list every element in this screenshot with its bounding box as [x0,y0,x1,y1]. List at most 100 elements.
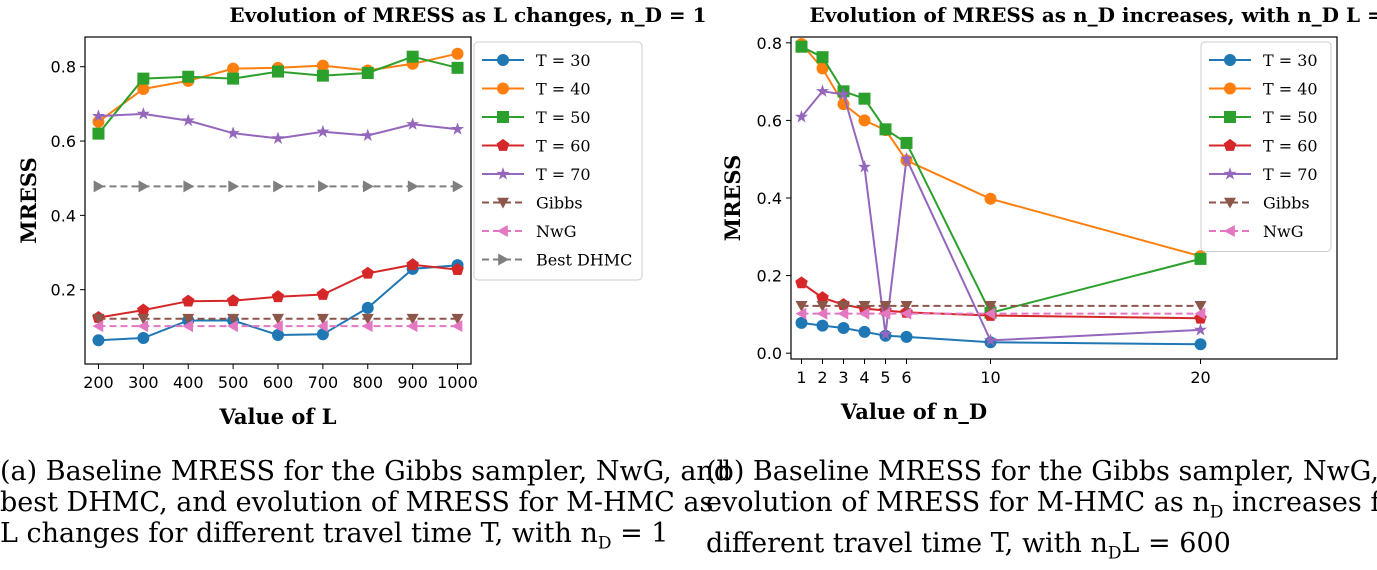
x-tick-label: 1000 [437,373,478,392]
legend-label-t-40: T = 40 [1263,80,1318,99]
data-point-nwg-3 [227,320,238,333]
data-point-t-70-5 [899,151,914,165]
caption-b: (b) Baseline MRESS for the Gibbs sampler… [706,456,1377,570]
data-point-t-50-2 [182,70,195,83]
data-point-nwg-8 [451,320,463,333]
x-tick-label: 2 [817,368,827,387]
data-point-gibbs-2 [182,313,195,325]
series-line-t-70 [800,90,1201,342]
legend-label-t-30: T = 30 [536,51,591,70]
legend-marker-t-30 [1224,54,1236,66]
series-nwg [795,307,1206,320]
chart-title: Evolution of MRESS as n_D increases, wit… [810,3,1377,27]
data-point-t-60-1 [137,303,150,316]
data-point-t-30-2 [837,321,850,334]
legend-marker-t-60 [496,138,510,151]
data-point-t-70-2 [181,113,195,127]
legend-marker-t-30 [497,54,509,66]
y-tick-label: 0.8 [757,34,782,53]
caption-a-line-3: L changes for different travel time T, w… [0,518,731,559]
data-point-best-dhmc-3 [228,180,240,193]
chart-b: Evolution of MRESS as n_D increases, wit… [720,3,1377,424]
y-tick-label: 0.4 [757,189,782,208]
data-point-t-30-6 [361,301,374,314]
data-point-best-dhmc-7 [407,180,419,193]
data-point-best-dhmc-1 [138,180,150,193]
legend-marker-nwg [1224,225,1235,237]
data-point-t-40-6 [984,192,997,205]
data-point-t-70-0 [794,110,809,123]
x-tick-label: 800 [352,373,383,392]
y-tick-label: 0.2 [51,281,76,300]
data-point-t-70-1 [136,107,150,120]
caption-b-line-3a: different travel time T, with n [706,528,1108,560]
y-tick-label: 0.6 [51,132,76,151]
data-point-t-70-6 [983,333,998,346]
data-point-t-40-3 [227,62,240,75]
data-point-t-70-6 [361,128,375,142]
legend-label-t-50: T = 50 [1263,108,1318,127]
series-t-50 [795,40,1207,319]
caption-b-line-3: different travel time T, with nDL = 600 [706,528,1377,569]
series-t-40 [795,37,1207,263]
legend-label-t-30: T = 30 [1263,51,1318,70]
legend-marker-best-dhmc [498,253,509,266]
data-point-t-30-4 [272,329,284,342]
data-point-t-60-8 [451,263,464,275]
legend: T = 30 T = 40 T = 50 T = 60 T = 70 Gibbs NwG [1200,41,1332,252]
data-point-t-60-1 [816,291,829,304]
data-point-t-50-6 [361,67,374,80]
data-point-nwg-1 [816,307,828,320]
caption-a-line-2: best DHMC, and evolution of MRESS for M-… [0,487,714,518]
legend-marker-t-70 [496,167,510,180]
series-line-t-50 [801,45,1201,314]
data-point-t-30-1 [137,331,150,344]
data-point-t-60-4 [271,290,285,303]
data-point-t-50-3 [227,72,240,85]
x-tick-label: 500 [218,373,249,392]
x-tick-label: 300 [128,373,159,392]
legend-label-t-70: T = 70 [1263,165,1318,184]
data-point-nwg-2 [182,320,194,333]
series-line-t-40 [800,43,1201,258]
data-point-gibbs-6 [361,313,374,325]
x-tick-label: 20 [1190,368,1210,387]
y-axis-label: MRESS [16,157,41,244]
caption-a: (a) Baseline MRESS for the Gibbs sampler… [0,456,731,559]
legend-label-gibbs: Gibbs [1263,194,1310,213]
data-point-gibbs-2 [837,301,850,312]
data-point-nwg-1 [137,320,149,333]
caption-b-line-2a: evolution of MRESS for M-HMC as n [706,487,1210,518]
caption-a-line-3-sub: D [597,533,612,554]
series-best-dhmc [93,180,464,193]
data-point-t-50-3 [858,92,871,105]
legend-marker-gibbs [497,197,509,209]
data-point-best-dhmc-6 [362,180,374,193]
data-point-t-40-1 [816,62,829,75]
data-point-t-70-4 [271,131,285,145]
data-point-t-60-5 [316,287,330,300]
x-tick-label: 700 [308,373,339,392]
data-point-t-60-6 [361,266,375,279]
data-point-t-50-4 [879,123,892,136]
data-point-best-dhmc-8 [452,180,464,193]
data-point-t-30-0 [795,316,808,329]
legend-label-t-60: T = 60 [1263,137,1318,156]
caption-b-line-1: (b) Baseline MRESS for the Gibbs sampler… [706,456,1377,487]
data-point-gibbs-3 [227,313,240,325]
data-point-t-70-7 [406,117,420,130]
data-point-nwg-3 [858,307,870,320]
chart-a: Evolution of MRESS as L changes, n_D = 1… [16,3,707,429]
data-point-gibbs-8 [451,313,464,325]
x-tick-label: 200 [83,373,114,392]
legend-label-nwg: NwG [1263,222,1303,241]
legend-marker-t-40 [497,82,509,95]
legend-box [473,41,643,281]
data-point-gibbs-4 [272,313,284,325]
data-point-t-30-1 [816,319,829,332]
data-point-nwg-7 [406,320,418,333]
data-point-nwg-0 [92,320,104,333]
data-point-t-30-7 [1194,338,1207,351]
legend-label-t-60: T = 60 [536,137,591,156]
data-point-t-50-5 [900,136,913,149]
